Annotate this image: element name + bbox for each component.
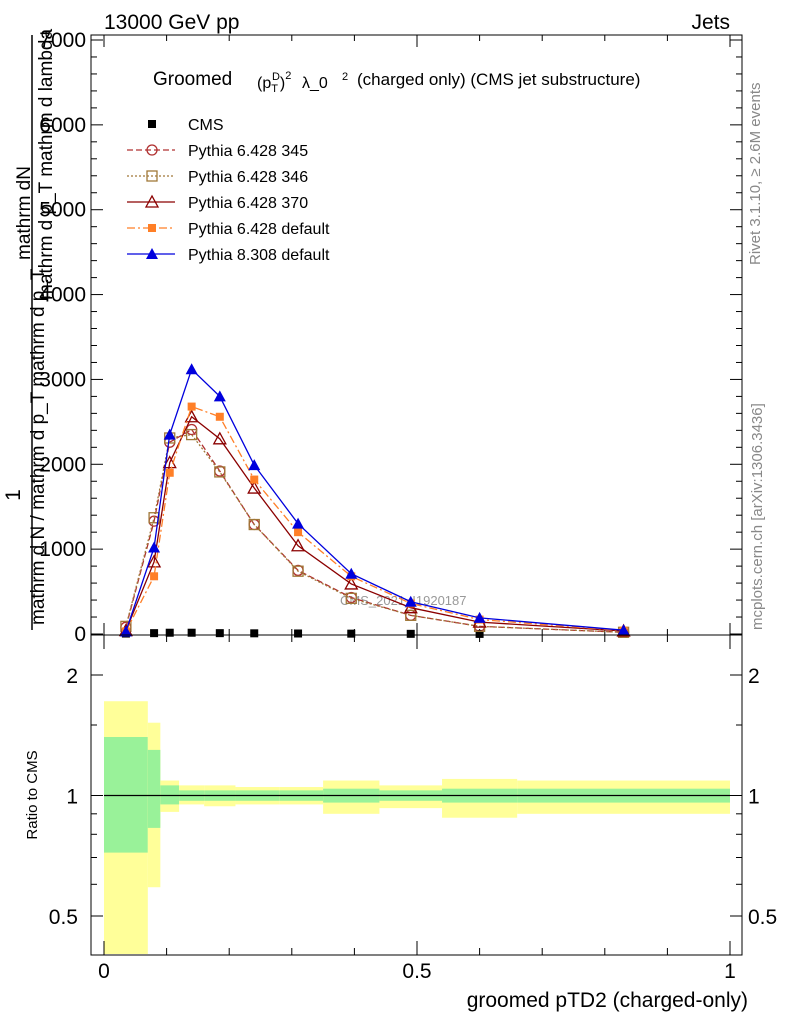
legend-marker-py346 <box>146 170 158 182</box>
legend-marker-py345 <box>146 144 158 156</box>
legend-label-cms: CMS <box>188 117 224 134</box>
main-title: Groomed (pTD)2 λ_0 2 (charged only) (CMS… <box>153 69 640 95</box>
series-py8 <box>119 363 630 637</box>
ratio-ytick-label: 2 <box>66 665 78 688</box>
main-ytick-label: 1000 <box>39 538 86 561</box>
header-left: 13000 GeV pp <box>104 11 239 34</box>
ratio-xtick-label: 1 <box>724 960 736 983</box>
data-point-py370 <box>290 538 306 552</box>
data-point-py8 <box>213 390 226 402</box>
data-point-py370 <box>212 431 227 445</box>
ratio-band-inner <box>104 737 148 853</box>
main-ylabel: 1 mathrm d N / mathrm d p_T mathrm d p_T… <box>2 29 57 630</box>
data-point-cms <box>347 629 356 638</box>
ratio-ytick-label-right: 0.5 <box>748 906 777 929</box>
data-point-cms <box>294 629 303 638</box>
data-point-py346 <box>214 466 226 478</box>
data-point-py8 <box>119 625 132 637</box>
series-py346 <box>120 428 630 638</box>
ratio-ytick-label: 1 <box>66 786 78 809</box>
legend-marker-py370 <box>144 194 160 208</box>
data-point-py_default <box>165 468 174 477</box>
rivet-label: Rivet 3.1.10, ≥ 2.6M events <box>747 83 764 266</box>
ylabel-numerator: mathrm dN <box>14 166 35 260</box>
data-point-py8 <box>148 541 161 553</box>
main-ytick-label: 6000 <box>39 114 86 137</box>
data-point-py_default <box>294 528 303 537</box>
main-ytick-label: 3000 <box>39 368 86 391</box>
ratio-ylabel: Ratio to CMS <box>24 750 41 839</box>
ratio-xtick-label: 0 <box>98 960 110 983</box>
ylabel-one: 1 <box>2 489 25 501</box>
legend-marker-py8 <box>146 248 158 259</box>
legend-marker-py_default <box>148 224 156 232</box>
ratio-ytick-label: 0.5 <box>49 906 78 929</box>
data-point-py370 <box>146 554 162 568</box>
legend-label-py370: Pythia 6.428 370 <box>188 195 308 212</box>
data-point-py8 <box>292 517 305 529</box>
ratio-bands <box>104 701 730 954</box>
legend-marker-cms <box>148 120 156 128</box>
title-main: Groomed <box>153 69 232 90</box>
ylabel-denominator: mathrm d p_T mathrm d lambda <box>36 29 57 300</box>
data-point-py8 <box>185 363 198 375</box>
legend-label-py345: Pythia 6.428 345 <box>188 143 308 160</box>
data-point-py8 <box>473 611 486 623</box>
title-suffix: λ_0 <box>302 75 328 92</box>
title-sup: 2 <box>342 71 348 83</box>
data-point-py8 <box>248 459 261 471</box>
main-ytick-label: 5000 <box>39 199 86 222</box>
ratio-ticks: 0.5 0.5 1 1 2 2 0 0.5 1 <box>49 635 777 983</box>
data-point-py_default <box>250 475 259 484</box>
data-point-py370 <box>247 480 262 494</box>
data-point-cms <box>475 629 484 638</box>
data-point-cms <box>250 629 259 638</box>
legend-label-py_default: Pythia 6.428 default <box>188 221 330 238</box>
legend: CMS Pythia 6.428 345 Pythia 6.428 346 Pythi… <box>127 117 330 264</box>
data-point-py_default <box>187 402 196 411</box>
data-point-py8 <box>617 624 630 636</box>
data-point-py346 <box>248 518 260 531</box>
series-line-py346 <box>125 433 624 633</box>
data-point-cms <box>215 629 224 638</box>
main-ytick-label: 7000 <box>39 29 86 52</box>
main-ytick-label: 2000 <box>39 453 86 476</box>
header-right: Jets <box>691 11 730 34</box>
mcplots-label: mcplots.cern.ch [arXiv:1306.3436] <box>749 403 766 630</box>
data-point-py346 <box>148 512 160 524</box>
title-rest: (charged only) (CMS jet substructure) <box>357 70 640 89</box>
legend-label-py346: Pythia 6.428 346 <box>188 169 308 186</box>
main-ytick-label: 0 <box>74 623 86 646</box>
main-series <box>118 363 631 638</box>
data-point-py346 <box>292 565 304 577</box>
main-ytick-label: 4000 <box>39 284 86 307</box>
series-cms <box>121 628 628 638</box>
data-point-cms <box>165 628 174 637</box>
data-point-py_default <box>150 572 159 581</box>
ylabel-long: mathrm d N / mathrm d p_T mathrm d p_T <box>28 268 49 625</box>
data-point-py_default <box>215 412 224 421</box>
ratio-ytick-label-right: 2 <box>748 665 760 688</box>
data-point-cms <box>187 628 196 637</box>
ratio-band-inner <box>160 785 180 805</box>
ratio-ytick-label-right: 1 <box>748 786 760 809</box>
data-point-py370 <box>344 576 359 590</box>
data-point-py346 <box>405 609 417 621</box>
xlabel: groomed pTD2 (charged-only) <box>467 989 748 1012</box>
data-point-cms <box>406 629 415 638</box>
legend-label-py8: Pythia 8.308 default <box>188 247 330 264</box>
ratio-band-inner <box>147 749 161 828</box>
data-point-cms <box>150 629 159 638</box>
data-point-py8 <box>404 595 417 607</box>
data-point-py346 <box>185 428 198 441</box>
data-point-py346 <box>345 592 357 605</box>
main-ticks: 0 1000 2000 3000 4000 5000 6000 7000 <box>39 29 742 646</box>
data-point-py8 <box>163 428 176 440</box>
series-line-py370 <box>125 415 624 632</box>
title-pt: (pTD)2 <box>257 70 291 95</box>
data-point-py8 <box>345 567 358 579</box>
ratio-xtick-label: 0.5 <box>402 960 431 983</box>
